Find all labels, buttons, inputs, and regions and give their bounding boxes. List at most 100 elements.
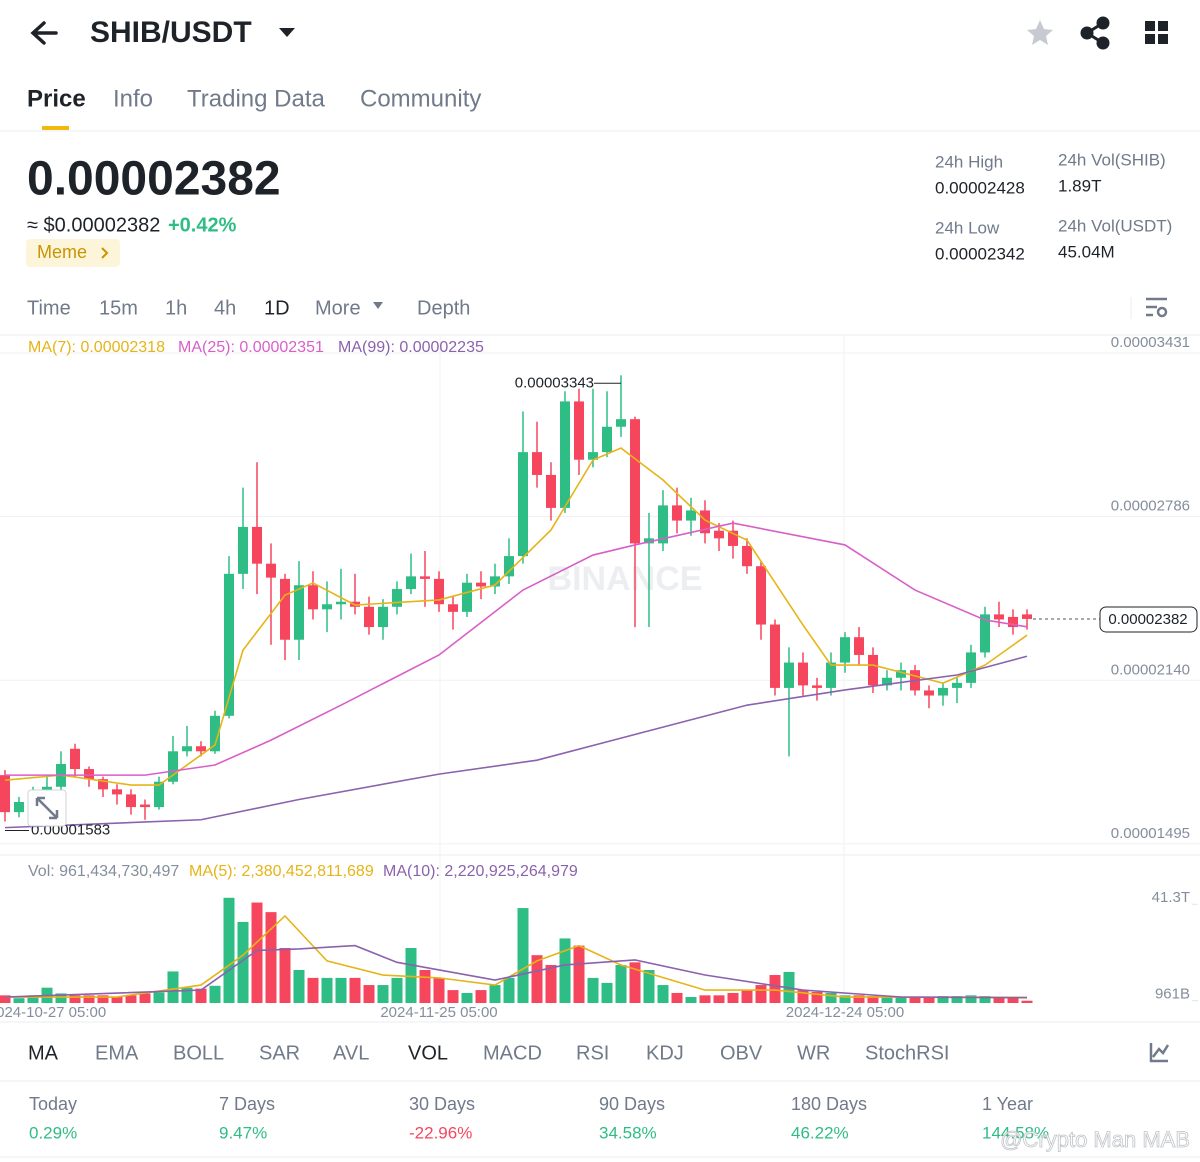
- chart-area: 0.00003431 0.00002786 0.00002140 0.00001495…: [0, 334, 1200, 1022]
- stat-value: 0.00002428: [935, 178, 1025, 197]
- interval[interactable]: 4h: [214, 297, 236, 319]
- volume-bar: [125, 995, 137, 1003]
- indicator-tab[interactable]: RSI: [576, 1042, 609, 1064]
- volume-bar: [293, 970, 305, 1003]
- candle-body: [742, 545, 752, 567]
- volume-bar: [489, 985, 501, 1003]
- layout-button[interactable]: [1145, 21, 1168, 44]
- volume-bar: [769, 975, 781, 1003]
- watermark: BINANCE: [548, 560, 703, 598]
- candle-body: [616, 419, 626, 427]
- candle-body: [994, 614, 1004, 620]
- candle-body: [812, 685, 822, 688]
- interval[interactable]: Time: [27, 297, 71, 319]
- watermark: @Crypto Man MAB: [1000, 1127, 1190, 1152]
- indicator-tab[interactable]: VOL: [408, 1042, 448, 1064]
- return-period: 180 Days: [791, 1094, 867, 1114]
- x-tick-label: 2024-10-27 05:00: [0, 1004, 106, 1021]
- interval[interactable]: Depth: [417, 297, 470, 319]
- stat-label: 24h Low: [935, 218, 1000, 237]
- volume-bar: [601, 982, 613, 1003]
- return-value: 0.29%: [29, 1123, 77, 1142]
- return-period: 30 Days: [409, 1094, 475, 1114]
- tag-badge[interactable]: [26, 239, 120, 267]
- candle-body: [840, 637, 850, 663]
- candle-body: [294, 585, 304, 640]
- return-value: 34.58%: [599, 1123, 657, 1142]
- indicator-tab[interactable]: StochRSI: [865, 1042, 949, 1064]
- chart-settings[interactable]: [1146, 297, 1168, 318]
- pair-title[interactable]: SHIB/USDT: [90, 16, 252, 49]
- stat-label: 24h High: [935, 152, 1003, 171]
- volume-bar: [139, 993, 151, 1003]
- candle-body: [868, 654, 878, 686]
- volume-bar: [475, 990, 487, 1003]
- volume-bar: [0, 995, 11, 1003]
- volume-bar: [335, 977, 347, 1003]
- volume-bar: [573, 945, 585, 1003]
- volume-bar: [909, 997, 921, 1003]
- tab[interactable]: Info: [113, 85, 153, 112]
- interval[interactable]: 1h: [165, 297, 187, 319]
- tab[interactable]: Price: [27, 85, 86, 112]
- volume-bar: [1007, 997, 1019, 1003]
- volume-bar: [13, 998, 25, 1003]
- favorite-star[interactable]: [1027, 20, 1053, 45]
- volume-bar: [895, 997, 907, 1003]
- candle-body: [756, 566, 766, 625]
- volume-bar: [237, 921, 249, 1003]
- volume-bar: [657, 985, 669, 1003]
- volume-bar: [825, 992, 837, 1003]
- fiat-price: ≈ $0.00002382: [27, 214, 160, 236]
- indicator-tab[interactable]: KDJ: [646, 1042, 684, 1064]
- indicator-tab[interactable]: WR: [797, 1042, 830, 1064]
- x-tick-label: 2024-12-24 05:00: [786, 1004, 904, 1021]
- volume-bar: [447, 990, 459, 1003]
- tab[interactable]: Trading Data: [187, 85, 326, 112]
- indicator-tab[interactable]: MACD: [483, 1042, 542, 1064]
- candle-body: [532, 452, 542, 475]
- candle-body: [196, 746, 206, 752]
- pair-dropdown[interactable]: [279, 28, 295, 37]
- interval[interactable]: More: [315, 297, 361, 319]
- candle-body: [630, 419, 640, 544]
- volume-bar: [951, 996, 963, 1003]
- tag-label[interactable]: Meme: [37, 242, 87, 262]
- indicator-tab[interactable]: EMA: [95, 1042, 139, 1064]
- indicator-tab[interactable]: BOLL: [173, 1042, 224, 1064]
- volume-bar: [181, 987, 193, 1003]
- tab-indicator: [42, 126, 69, 130]
- volume-bar: [839, 995, 851, 1003]
- indicator-tab[interactable]: OBV: [720, 1042, 763, 1064]
- legend-entry: MA(25): 0.00002351: [178, 339, 324, 356]
- indicator-settings[interactable]: [1149, 1043, 1170, 1063]
- candle-body: [1022, 614, 1032, 619]
- volume-bar: [419, 970, 431, 1003]
- indicator-tab[interactable]: MA: [28, 1042, 59, 1064]
- back-button[interactable]: [30, 21, 58, 45]
- volume-bar: [517, 908, 529, 1003]
- candle-body: [518, 452, 528, 557]
- share-button[interactable]: [1080, 16, 1110, 50]
- volume-bar: [195, 988, 207, 1003]
- volume-bar: [27, 995, 39, 1003]
- candle-body: [938, 687, 948, 696]
- tab[interactable]: Community: [360, 85, 481, 112]
- return-period: Today: [29, 1094, 77, 1114]
- volume-bar: [153, 992, 165, 1003]
- volume-bar: [993, 997, 1005, 1003]
- indicator-tab[interactable]: AVL: [333, 1042, 369, 1064]
- interval[interactable]: 1D: [264, 297, 290, 319]
- volume-bar: [797, 990, 809, 1003]
- volume-bar: [643, 970, 655, 1003]
- interval[interactable]: 15m: [99, 297, 138, 319]
- candle-body: [378, 606, 388, 628]
- candle-body: [784, 662, 794, 688]
- more-dropdown[interactable]: [373, 302, 383, 309]
- candle-body: [280, 578, 290, 640]
- indicator-tab[interactable]: SAR: [259, 1042, 300, 1064]
- candle-body: [266, 563, 276, 578]
- x-tick-label: 2024-11-25 05:00: [380, 1004, 497, 1021]
